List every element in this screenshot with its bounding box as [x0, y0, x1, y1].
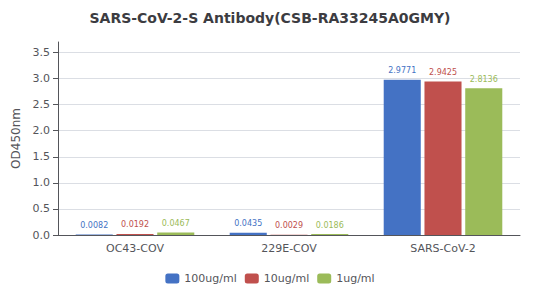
svg-text:3.0: 3.0 [33, 72, 51, 85]
svg-text:2.9425: 2.9425 [429, 68, 457, 77]
svg-text:2.9771: 2.9771 [388, 66, 416, 75]
svg-text:SARS-CoV-2-S Antibody(CSB-RA33: SARS-CoV-2-S Antibody(CSB-RA33245A0GMY) [89, 10, 450, 26]
svg-text:0.0435: 0.0435 [234, 219, 262, 228]
svg-text:100ug/ml: 100ug/ml [184, 272, 236, 285]
svg-text:2.5: 2.5 [33, 98, 51, 111]
svg-text:0.0192: 0.0192 [121, 220, 149, 229]
svg-text:1.5: 1.5 [33, 150, 51, 163]
svg-text:OD450nm: OD450nm [9, 108, 23, 169]
svg-text:1.0: 1.0 [33, 176, 51, 189]
svg-text:10ug/ml: 10ug/ml [264, 272, 309, 285]
svg-text:0.0082: 0.0082 [80, 221, 108, 230]
svg-text:OC43-COV: OC43-COV [106, 242, 164, 255]
svg-text:0.0186: 0.0186 [316, 221, 344, 230]
svg-text:0.5: 0.5 [33, 202, 51, 215]
svg-text:1ug/ml: 1ug/ml [336, 272, 374, 285]
svg-text:0.0467: 0.0467 [162, 219, 190, 228]
svg-text:2.0: 2.0 [33, 124, 51, 137]
svg-text:SARS-CoV-2: SARS-CoV-2 [410, 242, 476, 255]
svg-text:229E-COV: 229E-COV [261, 242, 317, 255]
svg-text:3.5: 3.5 [33, 46, 51, 59]
svg-text:2.8136: 2.8136 [470, 75, 498, 84]
svg-text:0.0: 0.0 [33, 229, 51, 242]
svg-text:0.0029: 0.0029 [275, 221, 303, 230]
